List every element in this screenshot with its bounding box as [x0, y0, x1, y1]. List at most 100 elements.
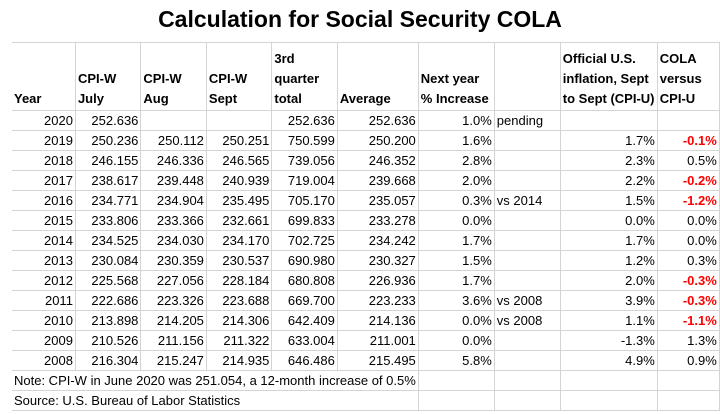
header-q3-total[interactable]: 3rd quarter total	[271, 42, 338, 111]
cell-next-year-increase[interactable]: 1.0%	[417, 110, 495, 131]
note-text[interactable]: Note: CPI-W in June 2020 was 251.054, a …	[12, 370, 419, 391]
cell-cpiw-july[interactable]: 216.304	[74, 350, 142, 371]
cell-q3-total[interactable]: 252.636	[271, 110, 338, 131]
cell-cpiw-sept[interactable]: 232.661	[205, 210, 273, 231]
cell-cola-vs-cpiu[interactable]: 1.3%	[656, 330, 720, 351]
cell-cola-vs-cpiu[interactable]: 0.0%	[656, 210, 720, 231]
cell-next-year-increase[interactable]: 1.5%	[417, 250, 495, 271]
cell-comment[interactable]: vs 2008	[493, 290, 561, 311]
cell-cpiw-aug[interactable]: 214.205	[140, 310, 207, 331]
cell-cpiw-aug[interactable]: 215.247	[140, 350, 207, 371]
source-text[interactable]: Source: U.S. Bureau of Labor Statistics	[12, 390, 419, 411]
cell-cpiw-sept[interactable]: 235.495	[205, 190, 273, 211]
cell-cpiu-inflation[interactable]	[559, 110, 658, 131]
cell-year[interactable]: 2016	[12, 190, 76, 211]
cell-q3-total[interactable]: 702.725	[271, 230, 338, 251]
cell-cpiw-july[interactable]: 250.236	[74, 130, 142, 151]
cell-cpiw-sept[interactable]: 214.306	[205, 310, 273, 331]
cell-cpiw-sept[interactable]: 223.688	[205, 290, 273, 311]
cell-year[interactable]: 2020	[12, 110, 76, 131]
cell-cpiu-inflation[interactable]: 2.2%	[559, 170, 658, 191]
cell-cpiw-sept[interactable]: 246.565	[205, 150, 273, 171]
cell-average[interactable]: 223.233	[336, 290, 419, 311]
cell-q3-total[interactable]: 633.004	[271, 330, 338, 351]
cell-cpiw-july[interactable]: 213.898	[74, 310, 142, 331]
cell-next-year-increase[interactable]: 1.7%	[417, 270, 495, 291]
cell-cpiu-inflation[interactable]: 2.0%	[559, 270, 658, 291]
cell-cola-vs-cpiu[interactable]: -0.1%	[656, 130, 720, 151]
cell-year[interactable]: 2015	[12, 210, 76, 231]
cell-cpiw-aug[interactable]: 234.904	[140, 190, 207, 211]
cell-next-year-increase[interactable]: 2.8%	[417, 150, 495, 171]
cell-cpiw-aug[interactable]: 211.156	[140, 330, 207, 351]
cell-average[interactable]: 235.057	[336, 190, 419, 211]
empty-cell[interactable]	[417, 370, 495, 391]
cell-cpiw-aug[interactable]: 233.366	[140, 210, 207, 231]
cell-year[interactable]: 2012	[12, 270, 76, 291]
header-cola-vs-cpiu[interactable]: COLA versus CPI-U	[656, 42, 720, 111]
header-cpiw-july[interactable]: CPI-W July	[74, 42, 142, 111]
cell-cpiu-inflation[interactable]: 4.9%	[559, 350, 658, 371]
cell-average[interactable]: 239.668	[336, 170, 419, 191]
cell-comment[interactable]	[493, 230, 561, 251]
cell-cpiw-aug[interactable]: 230.359	[140, 250, 207, 271]
cell-comment[interactable]: vs 2008	[493, 310, 561, 331]
cell-year[interactable]: 2008	[12, 350, 76, 371]
header-year[interactable]: Year	[12, 42, 76, 111]
cell-q3-total[interactable]: 690.980	[271, 250, 338, 271]
header-cpiw-aug[interactable]: CPI-W Aug	[140, 42, 207, 111]
cell-cpiw-aug[interactable]: 246.336	[140, 150, 207, 171]
cell-cola-vs-cpiu[interactable]: 0.9%	[656, 350, 720, 371]
cell-year[interactable]: 2017	[12, 170, 76, 191]
cell-cpiw-sept[interactable]: 250.251	[205, 130, 273, 151]
cell-cpiu-inflation[interactable]: 0.0%	[559, 210, 658, 231]
cell-q3-total[interactable]: 750.599	[271, 130, 338, 151]
cell-comment[interactable]: vs 2014	[493, 190, 561, 211]
cell-average[interactable]: 250.200	[336, 130, 419, 151]
cell-cpiw-sept[interactable]: 211.322	[205, 330, 273, 351]
cell-cola-vs-cpiu[interactable]: 0.0%	[656, 230, 720, 251]
cell-q3-total[interactable]: 705.170	[271, 190, 338, 211]
cell-comment[interactable]	[493, 250, 561, 271]
cell-q3-total[interactable]: 699.833	[271, 210, 338, 231]
cell-q3-total[interactable]: 739.056	[271, 150, 338, 171]
cell-next-year-increase[interactable]: 5.8%	[417, 350, 495, 371]
cell-average[interactable]: 246.352	[336, 150, 419, 171]
empty-cell[interactable]	[559, 390, 658, 411]
cell-average[interactable]: 211.001	[336, 330, 419, 351]
cell-cpiw-aug[interactable]: 223.326	[140, 290, 207, 311]
cell-cpiu-inflation[interactable]: 1.5%	[559, 190, 658, 211]
cell-cpiu-inflation[interactable]: 1.7%	[559, 130, 658, 151]
cell-cpiw-july[interactable]: 222.686	[74, 290, 142, 311]
cell-cpiw-july[interactable]: 234.525	[74, 230, 142, 251]
cell-comment[interactable]	[493, 170, 561, 191]
cell-year[interactable]: 2011	[12, 290, 76, 311]
cell-average[interactable]: 226.936	[336, 270, 419, 291]
cell-cpiw-july[interactable]: 225.568	[74, 270, 142, 291]
empty-cell[interactable]	[493, 390, 561, 411]
cell-average[interactable]: 252.636	[336, 110, 419, 131]
cell-cpiw-july[interactable]: 233.806	[74, 210, 142, 231]
header-comment[interactable]	[493, 42, 561, 111]
empty-cell[interactable]	[559, 370, 658, 391]
cell-year[interactable]: 2014	[12, 230, 76, 251]
cell-next-year-increase[interactable]: 0.3%	[417, 190, 495, 211]
cell-cpiw-sept[interactable]: 230.537	[205, 250, 273, 271]
cell-next-year-increase[interactable]: 0.0%	[417, 310, 495, 331]
cell-cola-vs-cpiu[interactable]: -0.3%	[656, 270, 720, 291]
header-cpiu-inflation[interactable]: Official U.S. inflation, Sept to Sept (C…	[559, 42, 658, 111]
cell-cpiw-aug[interactable]: 239.448	[140, 170, 207, 191]
header-cpiw-sept[interactable]: CPI-W Sept	[205, 42, 273, 111]
header-next-year-increase[interactable]: Next year % Increase	[417, 42, 495, 111]
cell-q3-total[interactable]: 642.409	[271, 310, 338, 331]
cell-comment[interactable]	[493, 350, 561, 371]
cell-average[interactable]: 215.495	[336, 350, 419, 371]
empty-cell[interactable]	[493, 370, 561, 391]
cell-cola-vs-cpiu[interactable]: 0.3%	[656, 250, 720, 271]
cell-q3-total[interactable]: 680.808	[271, 270, 338, 291]
cell-next-year-increase[interactable]: 0.0%	[417, 210, 495, 231]
cell-comment[interactable]	[493, 150, 561, 171]
cell-comment[interactable]	[493, 330, 561, 351]
cell-cpiw-july[interactable]: 252.636	[74, 110, 142, 131]
cell-year[interactable]: 2013	[12, 250, 76, 271]
